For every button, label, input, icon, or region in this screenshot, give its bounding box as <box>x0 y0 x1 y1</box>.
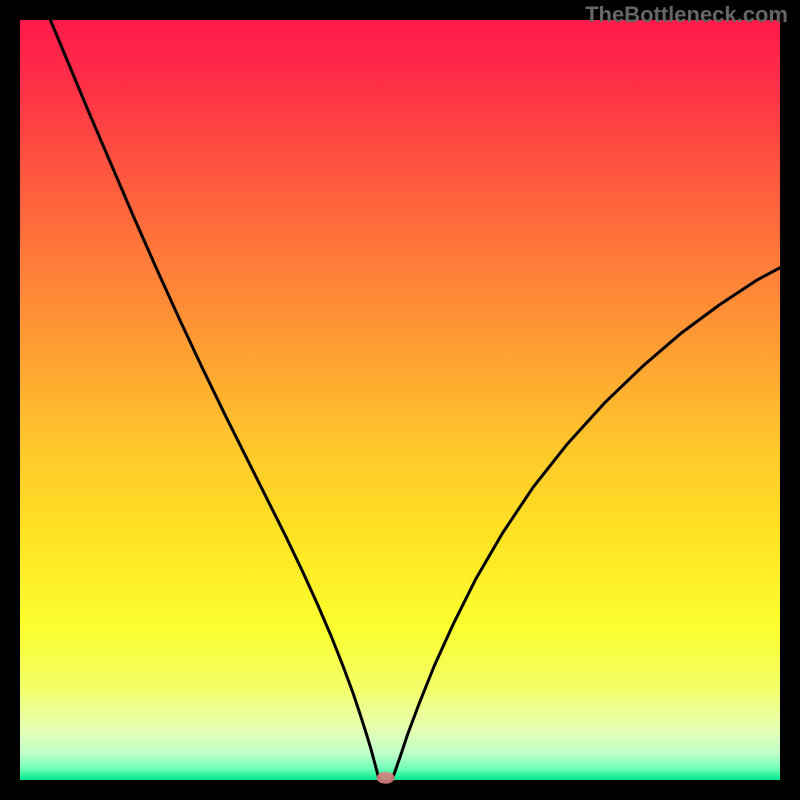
chart-container: TheBottleneck.com <box>0 0 800 800</box>
minimum-marker <box>377 772 395 784</box>
plot-background <box>20 20 780 780</box>
chart-svg <box>0 0 800 800</box>
watermark-text: TheBottleneck.com <box>585 2 788 28</box>
